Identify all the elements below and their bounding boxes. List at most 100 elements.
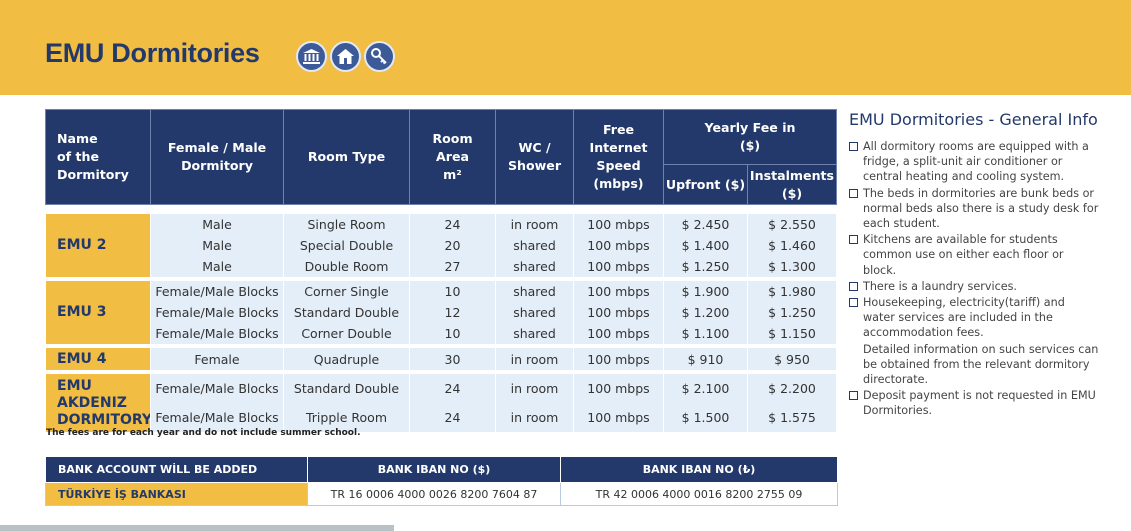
cell-internet: 100 mbps (573, 281, 664, 302)
bank-header-iban-try: BANK IBAN NO (₺) (560, 456, 838, 483)
cell-area: 20 (409, 235, 496, 256)
fees-note: The fees are for each year and do not in… (46, 428, 361, 438)
table-row: Female/Male Blocks Standard Double 12 sh… (46, 302, 837, 323)
col-header-area: Room Area m² (409, 109, 496, 205)
table-row: Male Special Double 20 shared 100 mbps $… (46, 235, 837, 256)
cell-upfront: $ 910 (663, 348, 748, 370)
cell-wc: in room (495, 214, 574, 235)
general-info-panel: EMU Dormitories - General Info All dormi… (849, 110, 1099, 420)
header-icons (296, 41, 395, 72)
cell-upfront: $ 1.100 (663, 323, 748, 344)
cell-gender: Female/Male Blocks (150, 281, 284, 302)
cell-instalments: $ 1.150 (747, 323, 837, 344)
col-header-wc: WC / Shower (495, 109, 574, 205)
cell-internet: 100 mbps (573, 214, 664, 235)
bank-header-account: BANK ACCOUNT WİLL BE ADDED (45, 456, 308, 483)
cell-upfront: $ 2.100 (663, 374, 748, 403)
cell-room-type: Corner Double (283, 323, 410, 344)
bank-header-iban-usd: BANK IBAN NO ($) (307, 456, 561, 483)
cell-room-type: Quadruple (283, 348, 410, 370)
page-title: EMU Dormitories (45, 38, 260, 68)
checkbox-square-icon (849, 188, 858, 198)
cell-gender: Female/Male Blocks (150, 374, 284, 403)
dorm-name: EMU 2 (45, 214, 151, 277)
cell-gender: Female/Male Blocks (150, 323, 284, 344)
col-header-room-type: Room Type (283, 109, 410, 205)
general-info-title: EMU Dormitories - General Info (849, 110, 1098, 129)
table-row: EMU 4 Female Quadruple 30 in room 100 mb… (45, 348, 837, 370)
cell-wc: shared (495, 235, 574, 256)
cell-area: 24 (409, 214, 496, 235)
cell-instalments: $ 1.980 (747, 281, 837, 302)
cell-upfront: $ 1.400 (663, 235, 748, 256)
cell-room-type: Single Room (283, 214, 410, 235)
cell-room-type: Standard Double (283, 374, 410, 403)
cell-room-type: Tripple Room (283, 403, 410, 432)
cell-gender: Male (150, 235, 284, 256)
cell-internet: 100 mbps (573, 256, 664, 277)
col-header-internet: Free Internet Speed (mbps) (573, 109, 664, 205)
table-row: EMU AKDENIZ DORMITORY Female/Male Blocks… (45, 374, 837, 432)
table-row: EMU 2 Male Single Room 24 in room 100 mb… (45, 214, 837, 277)
cell-area: 24 (409, 403, 496, 432)
col-header-yearly-fee: Yearly Fee in ($) (663, 109, 837, 165)
dormitory-fees-table: Name of the Dormitory Female / Male Dormito… (45, 109, 837, 432)
cell-instalments: $ 1.575 (747, 403, 837, 432)
cell-gender: Female/Male Blocks (150, 302, 284, 323)
table-row: Female/Male Blocks Corner Double 10 shar… (46, 323, 837, 344)
cell-wc: in room (495, 403, 574, 432)
bank-name: TÜRKİYE İŞ BANKASI (45, 482, 308, 506)
list-item: Kitchens are available for students comm… (849, 232, 1099, 278)
cell-gender: Male (150, 256, 284, 277)
cell-area: 12 (409, 302, 496, 323)
cell-room-type: Standard Double (283, 302, 410, 323)
cell-area: 10 (409, 281, 496, 302)
dorm-name: EMU 4 (45, 348, 151, 370)
cell-instalments: $ 1.460 (747, 235, 837, 256)
table-row: Male Double Room 27 shared 100 mbps $ 1.… (46, 256, 837, 277)
cell-area: 10 (409, 323, 496, 344)
cell-area: 27 (409, 256, 496, 277)
col-header-gender: Female / Male Dormitory (150, 109, 284, 205)
cell-wc: shared (495, 256, 574, 277)
cell-instalments: $ 2.200 (747, 374, 837, 403)
iban-try: TR 42 0006 4000 0016 8200 2755 09 (560, 482, 838, 506)
checkbox-square-icon (849, 142, 858, 151)
checkbox-square-icon (849, 391, 858, 401)
cell-room-type: Corner Single (283, 281, 410, 302)
list-item: Housekeeping, electricity(tariff) and wa… (849, 295, 1099, 341)
list-item: There is a laundry services. (849, 279, 1099, 294)
col-header-name: Name of the Dormitory (45, 109, 151, 205)
cell-upfront: $ 1.200 (663, 302, 748, 323)
general-info-list: All dormitory rooms are equipped with a … (849, 139, 1099, 419)
cell-upfront: $ 1.250 (663, 256, 748, 277)
list-item: The beds in dormitories are bunk beds or… (849, 186, 1099, 232)
cell-internet: 100 mbps (573, 323, 664, 344)
cell-wc: in room (495, 374, 574, 403)
dorm-name: EMU AKDENIZ DORMITORY (45, 374, 151, 432)
list-item: All dormitory rooms are equipped with a … (849, 139, 1099, 185)
cell-wc: shared (495, 302, 574, 323)
cell-room-type: Special Double (283, 235, 410, 256)
key-icon (364, 41, 395, 72)
checkbox-square-icon (849, 235, 858, 245)
bank-account-table: BANK ACCOUNT WİLL BE ADDED BANK IBAN NO … (45, 456, 838, 506)
cell-internet: 100 mbps (573, 374, 664, 403)
cell-instalments: $ 950 (747, 348, 837, 370)
cell-internet: 100 mbps (573, 235, 664, 256)
cell-room-type: Double Room (283, 256, 410, 277)
header-banner (0, 0, 1131, 95)
cell-instalments: $ 2.550 (747, 214, 837, 235)
building-icon (296, 41, 327, 72)
cell-gender: Female (150, 348, 284, 370)
cell-gender: Female/Male Blocks (150, 403, 284, 432)
checkbox-square-icon (849, 281, 858, 291)
dorm-name: EMU 3 (45, 281, 151, 344)
list-item: Detailed information on such services ca… (863, 342, 1099, 387)
cell-gender: Male (150, 214, 284, 235)
cell-area: 30 (409, 348, 496, 370)
list-item: Deposit payment is not requested in EMU … (849, 388, 1099, 418)
cell-internet: 100 mbps (573, 403, 664, 432)
cell-instalments: $ 1.300 (747, 256, 837, 277)
col-header-instalments: Instalments ($) (747, 164, 837, 205)
